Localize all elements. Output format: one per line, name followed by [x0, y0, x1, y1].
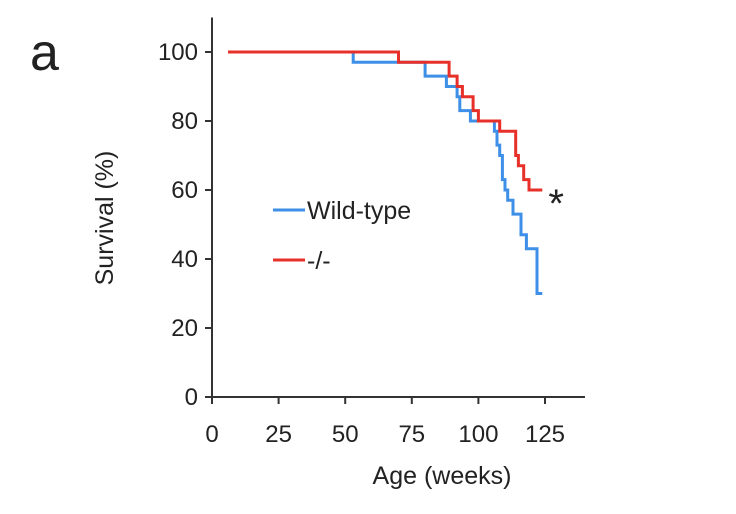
y-axis-label: Survival (%) — [91, 151, 119, 286]
legend: Wild-type -/- — [273, 197, 411, 275]
legend-label: -/- — [307, 247, 331, 275]
y-tick-label: 40 — [171, 246, 198, 273]
x-tick-label: 0 — [205, 421, 218, 448]
y-tick-label: 60 — [171, 177, 198, 204]
significance-marker: * — [548, 182, 564, 226]
y-tick-label: 0 — [185, 384, 198, 411]
x-tick-label: 100 — [458, 421, 498, 448]
series-line-2 — [228, 50, 543, 192]
x-tick-label: 75 — [398, 421, 425, 448]
x-axis-label: Age (weeks) — [373, 462, 512, 490]
y-tick-label: 20 — [171, 315, 198, 342]
y-tick-label: 100 — [158, 39, 198, 66]
series-layer — [228, 50, 543, 295]
x-tick-label: 50 — [332, 421, 359, 448]
annotations: * — [548, 182, 564, 226]
y-tick-label: 80 — [171, 108, 198, 135]
x-ticks: 0 25 50 75 100 125 — [205, 397, 565, 448]
panel-label: a — [30, 24, 59, 82]
x-tick-label: 25 — [265, 421, 292, 448]
plot-area: 0 20 40 60 80 100 0 25 50 75 100 125 — [158, 17, 585, 448]
series-line-1 — [228, 50, 543, 295]
x-tick-label: 125 — [525, 421, 565, 448]
y-ticks: 0 20 40 60 80 100 — [158, 39, 212, 411]
legend-label: Wild-type — [307, 197, 411, 225]
